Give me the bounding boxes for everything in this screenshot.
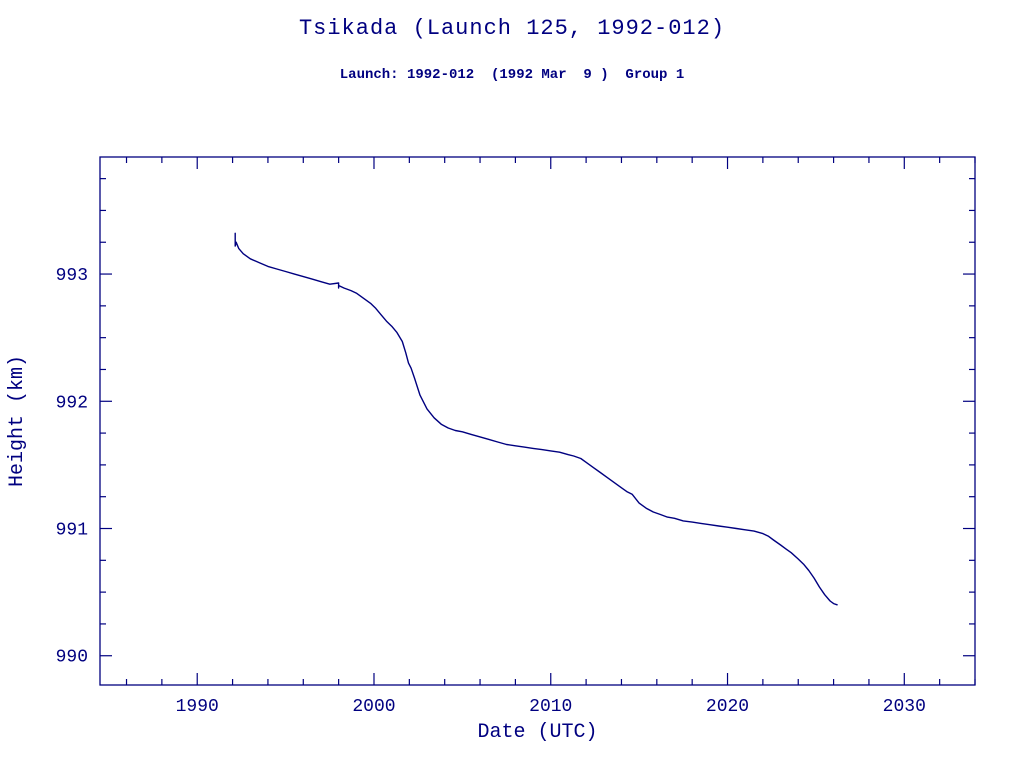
x-tick-label: 1990 — [176, 697, 219, 717]
y-tick-label: 992 — [56, 393, 88, 413]
chart-title: Tsikada (Launch 125, 1992-012) — [298, 16, 726, 41]
y-axis-label: Height (km) — [6, 355, 29, 487]
axis-titles: Date (UTC) Height (km) — [6, 355, 598, 744]
height-line — [234, 232, 838, 606]
y-tick-label: 991 — [56, 521, 88, 541]
y-tick-label: 990 — [56, 648, 88, 668]
chart-subtitle: Launch: 1992-012 (1992 Mar 9 ) Group 1 — [339, 67, 685, 83]
plot-frame — [99, 156, 976, 686]
tick-labels: 1990 2000 2010 2020 2030 990 991 992 993 — [56, 266, 926, 717]
x-axis-label: Date (UTC) — [477, 721, 597, 744]
x-tick-label: 2010 — [529, 697, 572, 717]
x-tick-label: 2000 — [352, 697, 395, 717]
y-tick-label: 993 — [56, 266, 88, 286]
axis-ticks — [100, 157, 976, 685]
x-tick-label: 2020 — [706, 697, 749, 717]
x-tick-label: 2030 — [883, 697, 926, 717]
